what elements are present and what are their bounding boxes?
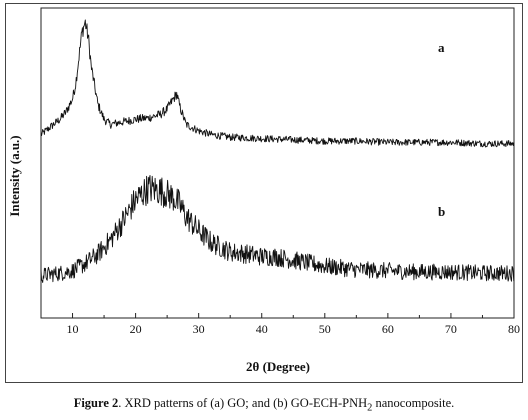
series-line-a: [40, 19, 515, 148]
plot-area: [40, 7, 515, 319]
x-axis-ticks: 10 20 30 40 50 60 70 80: [40, 313, 520, 336]
caption-subscript: 2: [367, 402, 373, 414]
x-tick-label: 40: [256, 322, 268, 336]
plot-frame: [40, 7, 515, 319]
x-axis-title: 2θ (Degree): [246, 359, 310, 374]
x-tick-label: 60: [382, 322, 394, 336]
panel-label-a: a: [438, 40, 445, 55]
caption-text: . XRD patterns of (a) GO; and (b) GO-ECH…: [118, 396, 368, 410]
figure-caption: Figure 2. XRD patterns of (a) GO; and (b…: [0, 396, 528, 414]
panel-label-b: b: [438, 204, 445, 219]
x-tick-label: 30: [193, 322, 205, 336]
y-axis-title: Intensity (a.u.): [7, 135, 22, 216]
x-tick-label: 10: [67, 322, 79, 336]
caption-suffix: nanocomposite.: [372, 396, 455, 410]
series-line-b: [40, 175, 515, 283]
xrd-chart: 10 20 30 40 50 60 70 80 a b 2θ (Degree) Intensi…: [7, 7, 520, 374]
x-tick-label: 50: [319, 322, 331, 336]
x-tick-label: 20: [130, 322, 142, 336]
x-tick-label: 70: [445, 322, 457, 336]
x-tick-label: 80: [508, 322, 520, 336]
series-group: [40, 19, 515, 283]
caption-label: Figure 2: [73, 396, 119, 410]
